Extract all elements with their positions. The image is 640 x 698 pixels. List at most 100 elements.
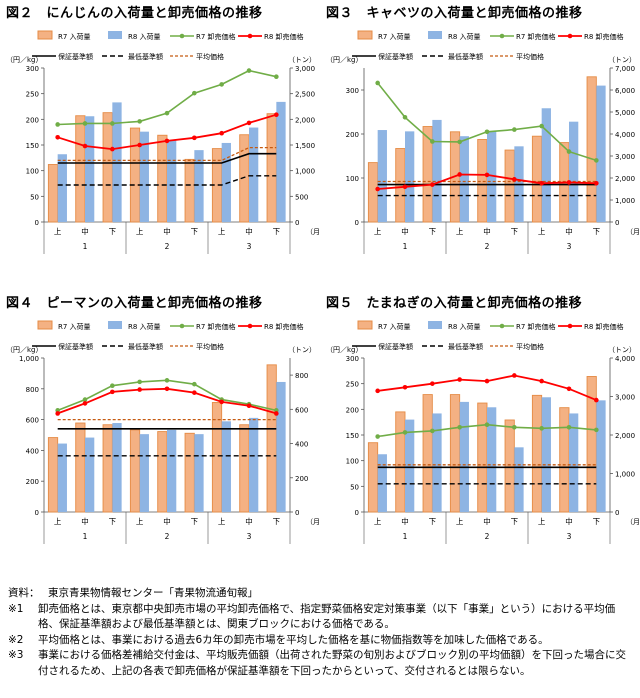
price-point [539,426,544,431]
price-point [55,411,60,416]
bar-r7-volume [266,364,277,513]
bar-r7-volume [586,76,597,223]
y-axis-right-label: （トン） [288,56,316,64]
note-mark: ※3 [8,649,24,661]
legend-label: R7 入荷量 [378,322,411,331]
tick-label-right: 2,000 [615,175,635,183]
price-point [484,172,490,178]
price-point [55,122,60,127]
bar-r7-volume [102,424,113,513]
tick-label-right: 3,000 [295,65,315,73]
bar-r8-volume [569,121,579,222]
price-point [430,139,435,144]
category-label: 上 [54,517,62,526]
bar-r7-volume [184,432,195,513]
bar-r8-volume [85,116,95,222]
tick-label-right: 7,000 [615,65,635,73]
bar-r7-volume [184,158,195,223]
tick-label-right: 1,500 [295,142,315,150]
price-point [246,68,252,73]
bar-r7-volume [102,112,113,223]
price-point [484,422,490,428]
price-point [246,120,252,126]
bar-r8-volume [541,108,551,222]
x-axis-unit-label: （月） [626,518,640,526]
legend-swatch-marker [499,33,505,39]
tick-label-right: 2,000 [615,432,635,440]
category-label: 下 [593,517,601,526]
category-label: 中 [483,226,491,236]
category-label: 中 [565,226,573,236]
price-point [137,142,142,148]
tick-label-left: 300 [346,355,359,363]
reference-line [57,175,277,186]
price-point [375,388,380,394]
tick-label-left: 100 [346,458,359,466]
legend-swatch-r7-volume [357,320,373,330]
category-label: 上 [218,517,226,526]
tick-label-right: 0 [615,219,619,227]
bar-r8-volume [85,437,95,512]
y-axis-right-label: （トン） [608,56,636,64]
category-label: 上 [136,517,144,526]
price-point [457,139,462,145]
category-label: 下 [511,227,519,236]
price-point [137,119,142,124]
legend-swatch-marker [179,323,185,329]
price-point [566,386,572,392]
price-point [82,401,88,406]
price-point [55,135,60,140]
chart-panel-onion: 図５ たまねぎの入荷量と卸売価格の推移 R7 入荷量 R8 入荷量 R7 卸売価格 R… [320,290,640,580]
bar-r8-volume [276,381,286,512]
month-label: 1 [403,242,408,251]
price-point [430,182,435,187]
legend-label: 最低基準額 [448,52,483,61]
tick-label-left: 0 [35,219,39,227]
chart-panel-carrot: 図２ にんじんの入荷量と卸売価格の推移 R7 入荷量 R8 入荷量 R7 卸売価格 R… [0,0,320,290]
bar-r8-volume [432,119,442,222]
price-point [539,378,544,384]
price-point [375,80,380,86]
legend-swatch-marker [247,323,253,329]
bar-r7-volume [367,442,379,513]
price-point [164,138,170,144]
note-2: ※2 平均価格とは、事業における過去6カ年の卸売市場を平均した価格を基に物価指数等… [8,633,636,649]
price-point [164,378,170,383]
legend-label: R7 卸売価格 [516,32,556,41]
legend-swatch-marker [567,323,573,329]
tick-label-left: 200 [346,406,359,414]
price-point [246,403,252,409]
tick-label-left: 1,000 [19,355,39,363]
category-label: 中 [163,516,171,526]
category-label: 下 [273,517,281,526]
price-point [512,127,517,132]
legend-label: R8 入荷量 [128,32,161,41]
legend-label: 保証基準額 [378,52,413,61]
legend-swatch-r7-volume [357,30,373,40]
category-label: 上 [218,227,226,236]
chart-panel-cabbage: 図３ キャベツの入荷量と卸売価格の推移 R7 入荷量 R8 入荷量 R7 卸売価格 R… [320,0,640,290]
price-point [219,130,224,136]
price-point [402,384,408,390]
tick-label-right: 1,000 [295,168,315,176]
x-axis-unit-label: （月） [306,228,320,236]
bar-r7-volume [504,149,515,223]
month-label: 3 [567,242,572,251]
category-label: 上 [538,517,546,526]
legend-swatch-marker [567,33,573,39]
price-point [512,177,517,182]
legend-label: 平均価格 [516,342,544,351]
tick-label-left: 800 [26,386,39,394]
bar-r8-volume [487,407,497,512]
bar-r7-volume [157,134,168,223]
note-text: 東京青果物情報センター「青果物流通旬報」 [48,587,258,599]
price-point [219,399,224,405]
bar-r7-volume [449,394,461,513]
bar-r7-volume [129,127,141,223]
price-point [484,378,490,384]
price-point [457,377,462,382]
legend-label: R8 入荷量 [448,322,481,331]
